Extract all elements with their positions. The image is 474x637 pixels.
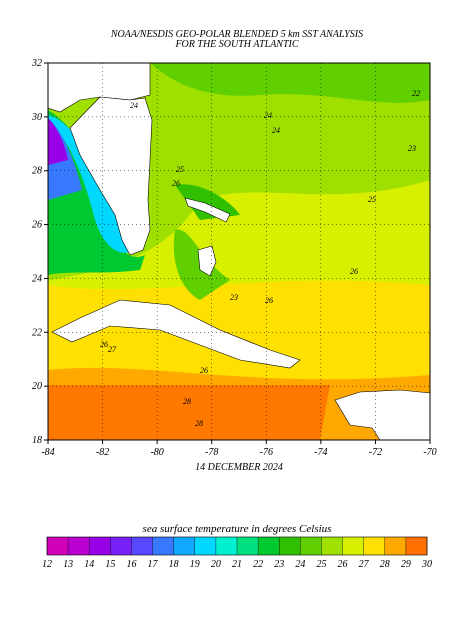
x-tick-label: -84 — [41, 447, 54, 458]
x-tick-label: -78 — [205, 447, 218, 458]
contour-label: 24 — [264, 111, 272, 120]
colorbar-tick-label: 22 — [253, 559, 263, 570]
colorbar-tick-label: 23 — [274, 559, 284, 570]
colorbar-swatch — [279, 537, 301, 555]
y-tick-label: 32 — [31, 58, 42, 69]
colorbar-swatch — [405, 537, 428, 555]
colorbar-tick-label: 19 — [190, 559, 200, 570]
colorbar-tick-label: 25 — [316, 559, 326, 570]
x-tick-label: -76 — [260, 447, 273, 458]
land — [47, 62, 431, 441]
contour-label: 28 — [195, 419, 203, 428]
contour-label: 24 — [130, 101, 138, 110]
colorbar-tick-label: 30 — [421, 559, 432, 570]
colorbar-swatch — [258, 537, 280, 555]
contour-label: 28 — [183, 397, 191, 406]
colorbar-swatch — [89, 537, 111, 555]
colorbar-swatch — [300, 537, 322, 555]
colorbar-tick-label: 21 — [232, 559, 242, 570]
colorbar-swatch — [110, 537, 132, 555]
colorbar-tick-label: 20 — [211, 559, 221, 570]
colorbar-tick-label: 16 — [126, 559, 136, 570]
colorbar-tick-label: 17 — [148, 559, 159, 570]
x-tick-label: -72 — [369, 447, 382, 458]
colorbar-swatch — [237, 537, 259, 555]
title: NOAA/NESDIS GEO-POLAR BLENDED 5 km SST A… — [110, 29, 363, 40]
colorbar-swatch — [384, 537, 407, 555]
y-tick-label: 26 — [32, 220, 42, 231]
contour-labels: 22 23 24 24 25 26 26 25 24 23 26 26 27 2… — [100, 89, 420, 428]
colorbar-swatch — [152, 537, 174, 555]
colorbar-tick-label: 24 — [295, 559, 305, 570]
y-tick-label: 20 — [32, 381, 42, 392]
y-tick-label: 28 — [32, 166, 42, 177]
colorbar-tick-label: 15 — [105, 559, 115, 570]
x-tick-label: -74 — [314, 447, 327, 458]
colorbar-swatch — [194, 537, 217, 555]
colorbar-tick-label: 26 — [338, 559, 348, 570]
contour-label: 25 — [368, 195, 376, 204]
y-tick-label: 24 — [32, 273, 42, 284]
contour-label: 24 — [272, 126, 280, 135]
contour-label: 26 — [265, 296, 273, 305]
contour-label: 27 — [108, 345, 117, 354]
date: 14 DECEMBER 2024 — [195, 462, 283, 473]
colorbar-swatch — [173, 537, 196, 555]
colorbar-swatch — [363, 537, 386, 555]
colorbar-swatch — [68, 537, 90, 555]
colorbar-swatch — [321, 537, 343, 555]
y-tick-label: 18 — [32, 435, 42, 446]
colorbar-tick-label: 28 — [380, 559, 390, 570]
colorbar-tick-label: 18 — [169, 559, 179, 570]
colorbar-label: sea surface temperature in degrees Celsi… — [143, 523, 332, 535]
colorbar-swatch — [47, 537, 69, 555]
contour-label: 22 — [412, 89, 420, 98]
colorbar-tick-label: 27 — [359, 559, 370, 570]
x-tick-label: -70 — [423, 447, 436, 458]
contour-label: 23 — [230, 293, 238, 302]
colorbar-swatch — [342, 537, 364, 555]
subtitle: FOR THE SOUTH ATLANTIC — [174, 39, 298, 50]
x-tick-label: -82 — [96, 447, 109, 458]
x-tick-label: -80 — [150, 447, 163, 458]
colorbar-swatch — [215, 537, 238, 555]
colorbar-tick-label: 14 — [84, 559, 94, 570]
colorbar-tick-label: 29 — [401, 559, 411, 570]
colorbar-tick-label: 13 — [63, 559, 73, 570]
y-tick-label: 30 — [31, 112, 42, 123]
y-tick-label: 22 — [32, 327, 42, 338]
colorbar-tick-label: 12 — [42, 559, 52, 570]
contour-label: 26 — [172, 179, 180, 188]
contour-label: 25 — [176, 165, 184, 174]
colorbar-swatch — [131, 537, 153, 555]
contour-label: 26 — [350, 267, 358, 276]
contour-label: 26 — [200, 366, 208, 375]
contour-label: 26 — [100, 340, 108, 349]
contour-label: 23 — [408, 144, 416, 153]
